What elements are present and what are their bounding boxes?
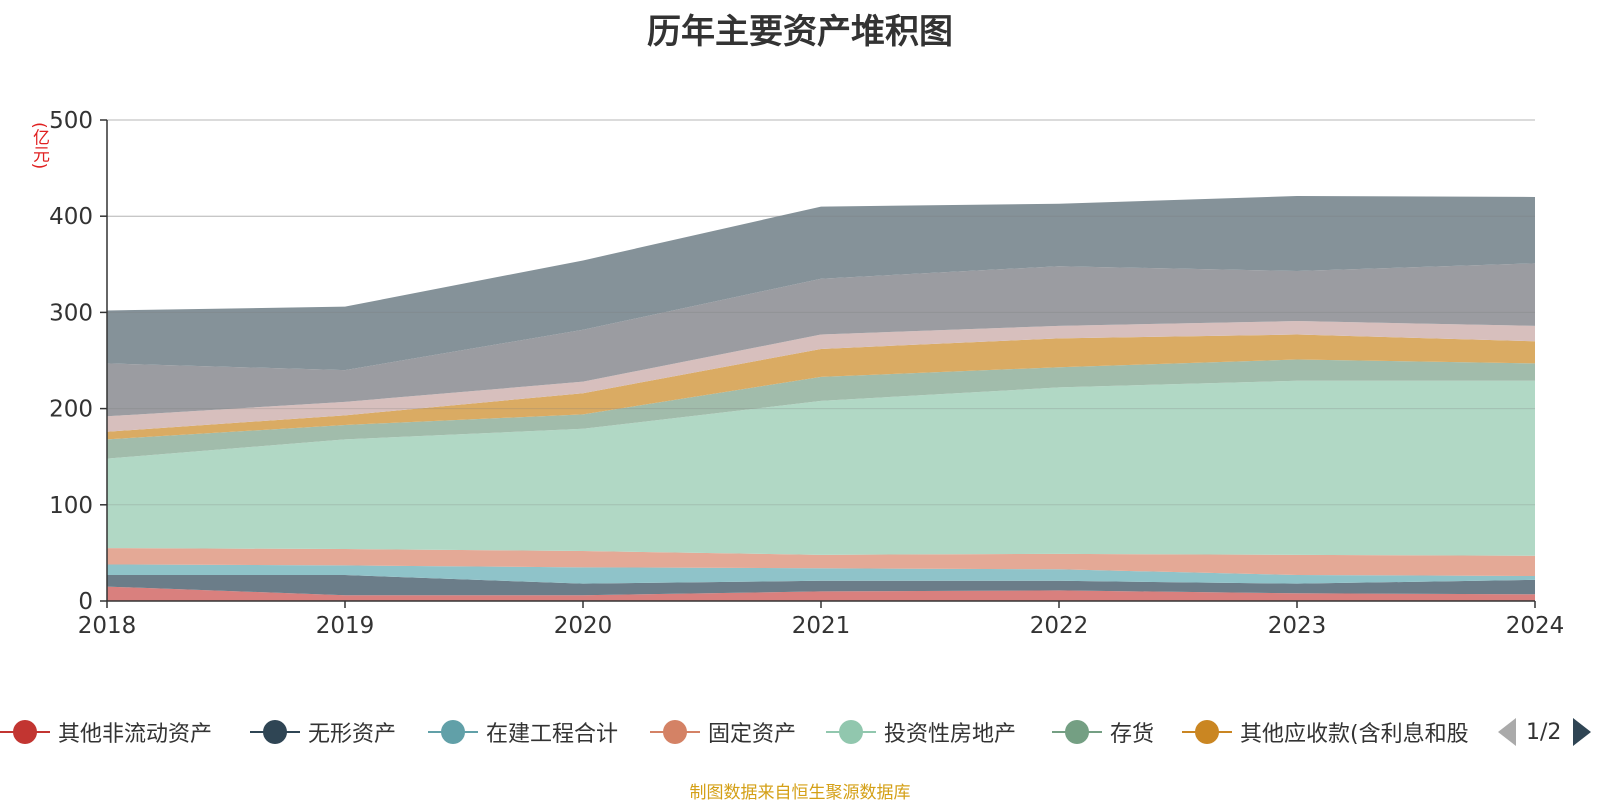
x-tick-label: 2021 bbox=[792, 613, 851, 639]
x-tick-label: 2018 bbox=[78, 613, 137, 639]
legend-marker-icon bbox=[1182, 712, 1232, 752]
legend-item[interactable]: 其他应收款(含利息和股 bbox=[1182, 712, 1469, 752]
legend-item[interactable]: 在建工程合计 bbox=[428, 712, 618, 752]
legend-item-label: 其他非流动资产 bbox=[58, 722, 213, 747]
legend-prev-page-icon[interactable] bbox=[1498, 718, 1516, 746]
chart-title: 历年主要资产堆积图 bbox=[647, 12, 953, 52]
legend-marker-icon bbox=[650, 712, 700, 752]
area-series-group bbox=[107, 119, 1535, 601]
area-series-1 bbox=[107, 586, 1535, 601]
y-tick-label: 300 bbox=[49, 300, 93, 326]
area-series-5 bbox=[107, 380, 1535, 556]
legend-item-label: 投资性房地产 bbox=[884, 722, 1017, 747]
legend-next-page-icon[interactable] bbox=[1573, 718, 1592, 746]
x-tick-label: 2023 bbox=[1268, 613, 1327, 639]
x-tick-label: 2022 bbox=[1030, 613, 1089, 639]
area-series-4 bbox=[107, 548, 1535, 576]
legend-items: 其他非流动资产 无形资产 在建工程合计 固定资产 投资性房地产 存货 其他应收款(含利息和股 bbox=[0, 712, 1480, 752]
legend-item[interactable]: 存货 bbox=[1052, 712, 1154, 752]
legend-page-indicator: 1/2 bbox=[1526, 719, 1562, 745]
legend-item-label: 存货 bbox=[1110, 722, 1155, 747]
legend-marker-icon bbox=[1052, 712, 1102, 752]
legend-pager: 1/2 bbox=[1498, 712, 1592, 752]
y-tick-label: 100 bbox=[49, 493, 93, 519]
area-series-6 bbox=[107, 359, 1535, 459]
source-note: 制图数据来自恒生聚源数据库 bbox=[689, 783, 911, 803]
legend-item-label: 在建工程合计 bbox=[486, 722, 619, 747]
legend-item-label: 其他应收款(含利息和股 bbox=[1240, 722, 1469, 747]
x-tick-label: 2024 bbox=[1506, 613, 1565, 639]
area-series-10 bbox=[107, 195, 1535, 371]
x-tick-label: 2019 bbox=[316, 613, 375, 639]
legend-item-label: 无形资产 bbox=[308, 722, 397, 747]
area-series-8 bbox=[107, 321, 1535, 432]
axes: 0 100 200 300 400 500 2018 2019 2020 2021 2022 2023… bbox=[49, 108, 1564, 639]
y-tick-label: 0 bbox=[78, 589, 93, 615]
legend-marker-icon bbox=[250, 712, 300, 752]
y-tick-label: 500 bbox=[49, 108, 93, 134]
legend-item[interactable]: 无形资产 bbox=[250, 712, 396, 752]
legend-item[interactable]: 其他非流动资产 bbox=[0, 712, 212, 752]
y-tick-label: 200 bbox=[49, 397, 93, 423]
legend-marker-icon bbox=[428, 712, 478, 752]
area-series-2 bbox=[107, 575, 1535, 596]
y-axis-unit-label: (亿元) bbox=[29, 122, 49, 170]
legend-item-label: 固定资产 bbox=[708, 722, 797, 747]
x-tick-label: 2020 bbox=[554, 613, 613, 639]
legend: 其他非流动资产 无形资产 在建工程合计 固定资产 投资性房地产 存货 其他应收款(含利息和股… bbox=[0, 712, 1600, 752]
legend-marker-icon bbox=[826, 712, 876, 752]
legend-item[interactable]: 投资性房地产 bbox=[826, 712, 1016, 752]
area-series-9 bbox=[107, 263, 1535, 417]
y-tick-label: 400 bbox=[49, 204, 93, 230]
stacked-area-chart: 0 100 200 300 400 500 2018 2019 2020 2021 2022 2023… bbox=[49, 108, 1564, 639]
area-series-3 bbox=[107, 564, 1535, 584]
area-series-7 bbox=[107, 334, 1535, 440]
legend-marker-icon bbox=[0, 712, 50, 752]
legend-item[interactable]: 固定资产 bbox=[650, 712, 796, 752]
